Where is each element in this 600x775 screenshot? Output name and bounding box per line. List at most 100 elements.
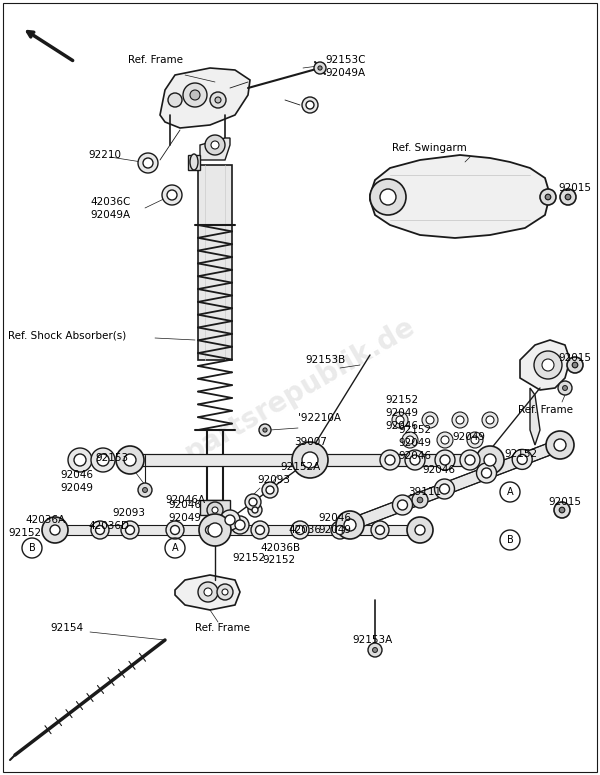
Text: 92015: 92015 bbox=[548, 497, 581, 507]
Text: Ref. Swingarm: Ref. Swingarm bbox=[392, 143, 467, 153]
Circle shape bbox=[412, 492, 428, 508]
Circle shape bbox=[559, 507, 565, 513]
Circle shape bbox=[482, 468, 491, 478]
Polygon shape bbox=[175, 575, 240, 610]
Circle shape bbox=[407, 517, 433, 543]
Circle shape bbox=[256, 525, 265, 535]
Text: 92049: 92049 bbox=[318, 525, 351, 535]
Circle shape bbox=[205, 525, 215, 535]
Text: 92153A: 92153A bbox=[352, 635, 392, 645]
Text: 39007: 39007 bbox=[294, 437, 327, 447]
Circle shape bbox=[215, 97, 221, 103]
Circle shape bbox=[302, 97, 318, 113]
Circle shape bbox=[417, 498, 423, 503]
Circle shape bbox=[415, 525, 425, 535]
Circle shape bbox=[435, 450, 455, 470]
Polygon shape bbox=[160, 68, 250, 128]
Circle shape bbox=[291, 521, 309, 539]
Circle shape bbox=[344, 519, 356, 531]
Text: 42036A: 42036A bbox=[25, 515, 65, 525]
Circle shape bbox=[402, 432, 418, 448]
Circle shape bbox=[138, 153, 158, 173]
Circle shape bbox=[405, 450, 425, 470]
Circle shape bbox=[471, 436, 479, 444]
Circle shape bbox=[434, 479, 455, 499]
Circle shape bbox=[235, 520, 245, 530]
Circle shape bbox=[143, 487, 148, 492]
Polygon shape bbox=[198, 165, 232, 360]
Circle shape bbox=[439, 484, 449, 494]
Circle shape bbox=[166, 521, 184, 539]
Circle shape bbox=[370, 179, 406, 215]
Circle shape bbox=[373, 648, 377, 653]
Circle shape bbox=[249, 498, 257, 506]
Circle shape bbox=[554, 439, 566, 451]
Circle shape bbox=[306, 101, 314, 109]
Circle shape bbox=[410, 455, 420, 465]
Text: partsrepublik.de: partsrepublik.de bbox=[180, 312, 420, 467]
Text: 92046: 92046 bbox=[318, 513, 351, 523]
Circle shape bbox=[572, 362, 578, 368]
Circle shape bbox=[460, 450, 480, 470]
Circle shape bbox=[248, 503, 262, 517]
Circle shape bbox=[554, 502, 570, 518]
Circle shape bbox=[486, 416, 494, 424]
Circle shape bbox=[484, 454, 496, 466]
Circle shape bbox=[542, 359, 554, 371]
Circle shape bbox=[212, 507, 218, 513]
Text: 39111: 39111 bbox=[408, 487, 441, 497]
Circle shape bbox=[398, 500, 407, 510]
Circle shape bbox=[217, 584, 233, 600]
Circle shape bbox=[452, 412, 468, 428]
Text: 42036D: 42036D bbox=[88, 521, 129, 531]
Circle shape bbox=[302, 452, 318, 468]
Text: A: A bbox=[506, 487, 514, 497]
Circle shape bbox=[314, 62, 326, 74]
Text: B: B bbox=[29, 543, 35, 553]
Polygon shape bbox=[520, 340, 570, 390]
Circle shape bbox=[205, 135, 225, 155]
Circle shape bbox=[121, 521, 139, 539]
Circle shape bbox=[199, 514, 231, 546]
Circle shape bbox=[68, 448, 92, 472]
Circle shape bbox=[220, 510, 240, 530]
Circle shape bbox=[198, 582, 218, 602]
Circle shape bbox=[116, 446, 144, 474]
Circle shape bbox=[292, 442, 328, 478]
Circle shape bbox=[440, 455, 450, 465]
Text: 92046: 92046 bbox=[385, 421, 418, 431]
Circle shape bbox=[245, 494, 261, 510]
Circle shape bbox=[42, 517, 68, 543]
Text: 92049: 92049 bbox=[60, 483, 93, 493]
Circle shape bbox=[262, 482, 278, 498]
Circle shape bbox=[441, 436, 449, 444]
Circle shape bbox=[371, 521, 389, 539]
Circle shape bbox=[91, 448, 115, 472]
Circle shape bbox=[168, 93, 182, 107]
Circle shape bbox=[392, 412, 408, 428]
Text: 92152: 92152 bbox=[398, 425, 431, 435]
Circle shape bbox=[124, 454, 136, 466]
Text: 92152: 92152 bbox=[8, 528, 41, 538]
Circle shape bbox=[465, 455, 475, 465]
Text: 92153C: 92153C bbox=[325, 55, 365, 65]
Text: 92049: 92049 bbox=[398, 438, 431, 448]
Circle shape bbox=[336, 511, 364, 539]
Circle shape bbox=[565, 195, 571, 200]
Circle shape bbox=[210, 92, 226, 108]
Circle shape bbox=[540, 189, 556, 205]
Circle shape bbox=[567, 357, 583, 373]
Text: Ref. Frame: Ref. Frame bbox=[195, 623, 250, 633]
Ellipse shape bbox=[190, 154, 198, 170]
Circle shape bbox=[456, 416, 464, 424]
Circle shape bbox=[95, 525, 104, 535]
Circle shape bbox=[251, 521, 269, 539]
Circle shape bbox=[97, 454, 109, 466]
Circle shape bbox=[422, 412, 438, 428]
Circle shape bbox=[138, 483, 152, 497]
Text: 92210: 92210 bbox=[88, 150, 121, 160]
Circle shape bbox=[201, 521, 219, 539]
Circle shape bbox=[517, 454, 527, 464]
Text: 42036: 42036 bbox=[288, 525, 321, 535]
Circle shape bbox=[318, 66, 322, 70]
